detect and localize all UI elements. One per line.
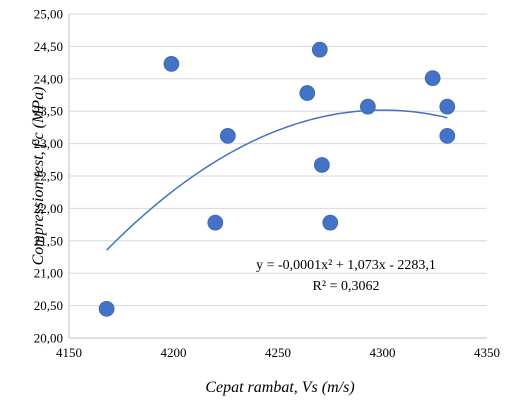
- y-tick-label: 23,50: [34, 104, 63, 119]
- x-tick-label: 4350: [474, 345, 500, 360]
- axes: [68, 14, 487, 339]
- y-tick-label: 25,00: [34, 7, 63, 22]
- y-tick-label: 20,50: [34, 298, 63, 313]
- y-tick-label: 22,50: [34, 169, 63, 184]
- data-points: [98, 41, 456, 317]
- x-tick-labels: 4150 4200 4250 4300 4350: [56, 345, 500, 360]
- data-point: [439, 127, 456, 144]
- trendline: [106, 109, 448, 251]
- x-tick-label: 4300: [370, 345, 396, 360]
- data-point: [163, 56, 180, 72]
- gridlines: [69, 13, 487, 307]
- data-point: [299, 85, 316, 101]
- y-tick-label: 24,00: [34, 71, 63, 86]
- x-axis-title: Cepat rambat, Vs (m/s): [205, 379, 354, 396]
- x-tick-label: 4150: [56, 345, 82, 360]
- y-axis-title: Compression test, f'c (MPa): [30, 87, 47, 266]
- y-tick-label: 22,00: [34, 201, 63, 216]
- y-tick-label: 23,00: [34, 136, 63, 151]
- y-tick-labels: 20,00 20,50 21,00 21,50 22,00 22,50 23,00 23,50…: [34, 7, 63, 346]
- x-tick-label: 4200: [161, 345, 187, 360]
- data-point: [98, 300, 115, 317]
- data-point: [219, 127, 236, 144]
- trendline-r-squared: R² = 0,3062: [313, 279, 380, 294]
- data-point: [424, 70, 441, 87]
- data-point: [439, 98, 456, 115]
- data-point: [311, 41, 328, 58]
- data-point: [359, 98, 376, 115]
- y-tick-label: 21,00: [34, 266, 63, 281]
- y-tick-label: 20,00: [34, 331, 63, 346]
- trendline-equation: y = -0,0001x² + 1,073x - 2283,1: [256, 258, 436, 273]
- data-point: [314, 157, 330, 173]
- y-tick-label: 24,50: [34, 39, 63, 54]
- data-point: [207, 214, 224, 231]
- y-tick-label: 21,50: [34, 233, 63, 248]
- data-point: [322, 214, 339, 231]
- x-tick-label: 4250: [265, 345, 291, 360]
